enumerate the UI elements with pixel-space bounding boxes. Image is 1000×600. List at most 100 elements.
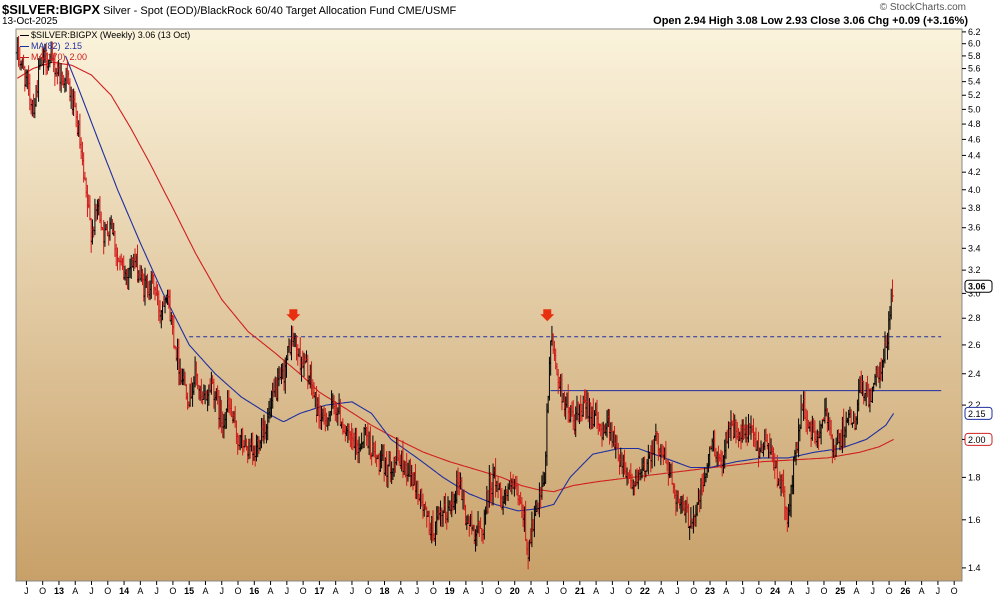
x-month-label: J <box>285 586 290 596</box>
x-month-label: O <box>430 586 437 596</box>
y-tick-label: 4.4 <box>968 150 981 160</box>
x-month-label: J <box>24 586 29 596</box>
y-tick-label: 4.2 <box>968 167 981 177</box>
y-tick-label: 3.4 <box>968 243 981 253</box>
axes: 1.41.61.82.02.22.42.62.83.03.23.43.63.84… <box>24 27 993 596</box>
x-month-label: A <box>463 586 469 596</box>
ma170-value-tag: 2.00 <box>968 435 986 445</box>
plot-lines <box>17 55 942 512</box>
y-tick-label: 5.0 <box>968 104 981 114</box>
legend-label: MA(170) <box>31 52 66 62</box>
legend-swatch <box>20 46 29 47</box>
ma82-value-tag-box <box>964 406 993 420</box>
legend-swatch <box>20 57 29 58</box>
y-tick-label: 5.4 <box>968 77 981 87</box>
x-month-label: A <box>593 586 599 596</box>
chart-title: $SILVER:BIGPX Silver - Spot (EOD)/BlackR… <box>2 2 456 17</box>
x-month-label: A <box>398 586 404 596</box>
legend-swatch <box>20 35 29 36</box>
x-month-label: O <box>951 586 958 596</box>
x-month-label: A <box>658 586 664 596</box>
legend-item-ma82: MA(82) 2.15 <box>20 41 194 52</box>
x-month-label: J <box>675 586 680 596</box>
x-month-label: O <box>300 586 307 596</box>
legend-value: 2.15 <box>64 41 83 51</box>
x-month-label: O <box>625 586 632 596</box>
x-year-label: 16 <box>249 586 259 596</box>
x-month-label: A <box>333 586 339 596</box>
x-month-label: J <box>936 586 941 596</box>
x-month-label: J <box>740 586 745 596</box>
y-tick-label: 3.2 <box>968 265 981 275</box>
y-tick-label: 3.6 <box>968 223 981 233</box>
x-month-label: J <box>871 586 876 596</box>
y-tick-label: 2.2 <box>968 400 981 410</box>
x-month-label: A <box>137 586 143 596</box>
y-tick-label: 6.0 <box>968 39 981 49</box>
x-month-label: A <box>72 586 78 596</box>
y-tick-label: 2.6 <box>968 340 981 350</box>
legend: $SILVER:BIGPX (Weekly) 3.06 (13 Oct) MA(… <box>20 30 194 63</box>
x-month-label: O <box>755 586 762 596</box>
legend-value: 2.00 <box>69 52 88 62</box>
y-tick-label: 2.4 <box>968 369 981 379</box>
legend-item-ma170: MA(170) 2.00 <box>20 52 194 63</box>
y-tick-label: 2.8 <box>968 313 981 323</box>
x-month-label: O <box>820 586 827 596</box>
x-year-label: 21 <box>575 586 585 596</box>
x-month-label: A <box>528 586 534 596</box>
y-tick-label: 4.0 <box>968 185 981 195</box>
ma170-line <box>17 61 894 493</box>
x-month-label: J <box>219 586 224 596</box>
x-year-label: 14 <box>119 586 129 596</box>
x-month-label: J <box>350 586 355 596</box>
y-tick-label: 1.4 <box>968 563 981 573</box>
ohlc-readout: Open 2.94 High 3.08 Low 2.93 Close 3.06 … <box>653 15 968 27</box>
ma170-value-tag-box <box>964 432 993 446</box>
x-year-label: 15 <box>184 586 194 596</box>
ma82-value-tag: 2.15 <box>968 409 986 419</box>
y-tick-label: 5.6 <box>968 64 981 74</box>
x-month-label: A <box>919 586 925 596</box>
x-year-label: 22 <box>640 586 650 596</box>
x-month-label: J <box>545 586 550 596</box>
y-tick-label: 5.2 <box>968 90 981 100</box>
last-price-tag-box <box>964 279 993 293</box>
chart-date: 13-Oct-2025 <box>2 16 58 27</box>
x-month-label: J <box>480 586 485 596</box>
highlight-arrow <box>540 309 555 322</box>
x-month-label: A <box>788 586 794 596</box>
x-month-label: J <box>805 586 810 596</box>
legend-label: $SILVER:BIGPX (Weekly) 3.06 (13 Oct) <box>31 30 191 40</box>
legend-label: MA(82) <box>31 41 61 51</box>
y-tick-label: 1.8 <box>968 472 981 482</box>
y-tick-label: 4.6 <box>968 134 981 144</box>
x-month-label: O <box>104 586 111 596</box>
y-tick-label: 5.8 <box>968 51 981 61</box>
y-tick-label: 6.2 <box>968 27 981 37</box>
x-month-label: O <box>690 586 697 596</box>
x-year-label: 18 <box>379 586 389 596</box>
x-year-label: 25 <box>835 586 845 596</box>
y-tick-label: 4.8 <box>968 119 981 129</box>
ma82-line <box>64 55 895 512</box>
symbol-label: $SILVER:BIGPX <box>2 2 101 17</box>
y-tick-label: 3.8 <box>968 203 981 213</box>
legend-item-price: $SILVER:BIGPX (Weekly) 3.06 (13 Oct) <box>20 30 194 41</box>
x-month-label: A <box>723 586 729 596</box>
x-month-label: O <box>495 586 502 596</box>
x-year-label: 26 <box>900 586 910 596</box>
annotations <box>286 309 555 322</box>
x-year-label: 24 <box>770 586 780 596</box>
y-tick-label: 1.6 <box>968 515 981 525</box>
x-month-label: O <box>235 586 242 596</box>
x-month-label: O <box>365 586 372 596</box>
x-month-label: O <box>886 586 893 596</box>
x-month-label: A <box>268 586 274 596</box>
x-year-label: 20 <box>510 586 520 596</box>
highlight-arrow <box>286 309 301 322</box>
last-price-tag: 3.06 <box>968 282 986 292</box>
x-month-label: O <box>169 586 176 596</box>
